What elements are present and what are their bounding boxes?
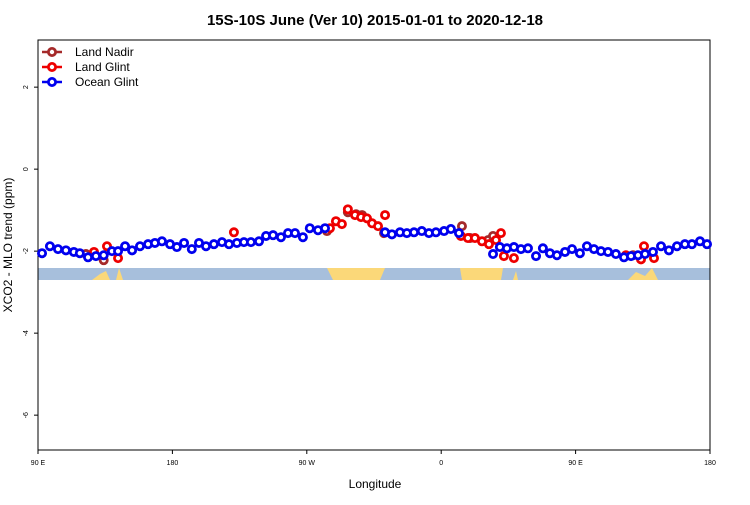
data-point [430,227,441,238]
data-point [640,249,651,260]
data-point [409,227,420,238]
data-point [179,237,190,248]
data-point [386,229,397,240]
data-point [127,245,138,256]
land-area [460,268,503,280]
data-point [373,221,384,232]
data-point [671,241,682,252]
data-point [134,241,145,252]
x-tick-label: 180 [704,460,716,467]
y-tick-label: 2 [23,85,30,89]
y-tick-label: -6 [23,412,30,418]
data-point [342,204,353,215]
data-point [228,227,239,238]
land-area [513,271,518,280]
data-point [531,251,542,262]
data-point [290,228,301,239]
x-tick-label: 0 [439,460,443,467]
data-point [336,219,347,230]
data-point [156,236,167,247]
legend-label: Land Nadir [75,45,134,59]
data-point [275,232,286,243]
data-point [380,210,391,221]
data-point [90,251,101,262]
land-area [628,268,658,280]
x-tick-label: 180 [167,460,179,467]
data-point [208,239,219,250]
data-point [537,243,548,254]
legend-marker [47,62,58,73]
data-point [508,253,519,264]
data-point [453,228,464,239]
data-point [171,242,182,253]
data-point [120,241,131,252]
y-tick-label: -4 [23,330,30,336]
data-point [98,250,109,261]
data-point [498,251,509,262]
y-tick-label: 0 [23,167,30,171]
data-point [44,241,55,252]
data-point [200,241,211,252]
data-point [488,249,499,260]
x-tick-label: 90 W [299,460,316,467]
data-point [60,245,71,256]
data-point [574,248,585,259]
data-point [495,228,506,239]
data-point [74,248,85,259]
data-point [320,223,331,234]
data-point [186,244,197,255]
data-point [254,236,265,247]
map-strip [38,268,710,280]
legend-label: Land Glint [75,60,130,74]
land-area [327,268,385,280]
x-tick-label: 90 E [31,460,46,467]
chart-title: 15S-10S June (Ver 10) 2015-01-01 to 2020… [207,12,543,29]
data-point [83,252,94,263]
data-point [223,239,234,250]
data-point [647,246,658,257]
x-tick-label: 90 E [568,460,583,467]
data-point [686,239,697,250]
land-area [92,271,110,280]
data-point [551,250,562,261]
data-point [53,244,64,255]
land-area [116,268,123,280]
legend-label: Ocean Glint [75,75,139,89]
data-point [702,239,713,250]
y-axis-label: XCO2 - MLO trend (ppm) [1,178,15,313]
data-point [656,241,667,252]
data-point [268,230,279,241]
data-point [491,235,502,246]
data-point [610,249,621,260]
data-point [297,232,308,243]
data-point [638,241,649,252]
data-point [567,244,578,255]
data-point [522,243,533,254]
data-point [445,224,456,235]
data-point [37,248,48,259]
legend-marker [47,77,58,88]
data-point [483,239,494,250]
data-point [663,245,674,256]
y-tick-label: -2 [23,248,30,254]
data-point [603,246,614,257]
data-point [304,223,315,234]
data-point [245,237,256,248]
x-axis-label: Longitude [349,477,402,491]
data-point [113,246,124,257]
legend-marker [47,47,58,58]
